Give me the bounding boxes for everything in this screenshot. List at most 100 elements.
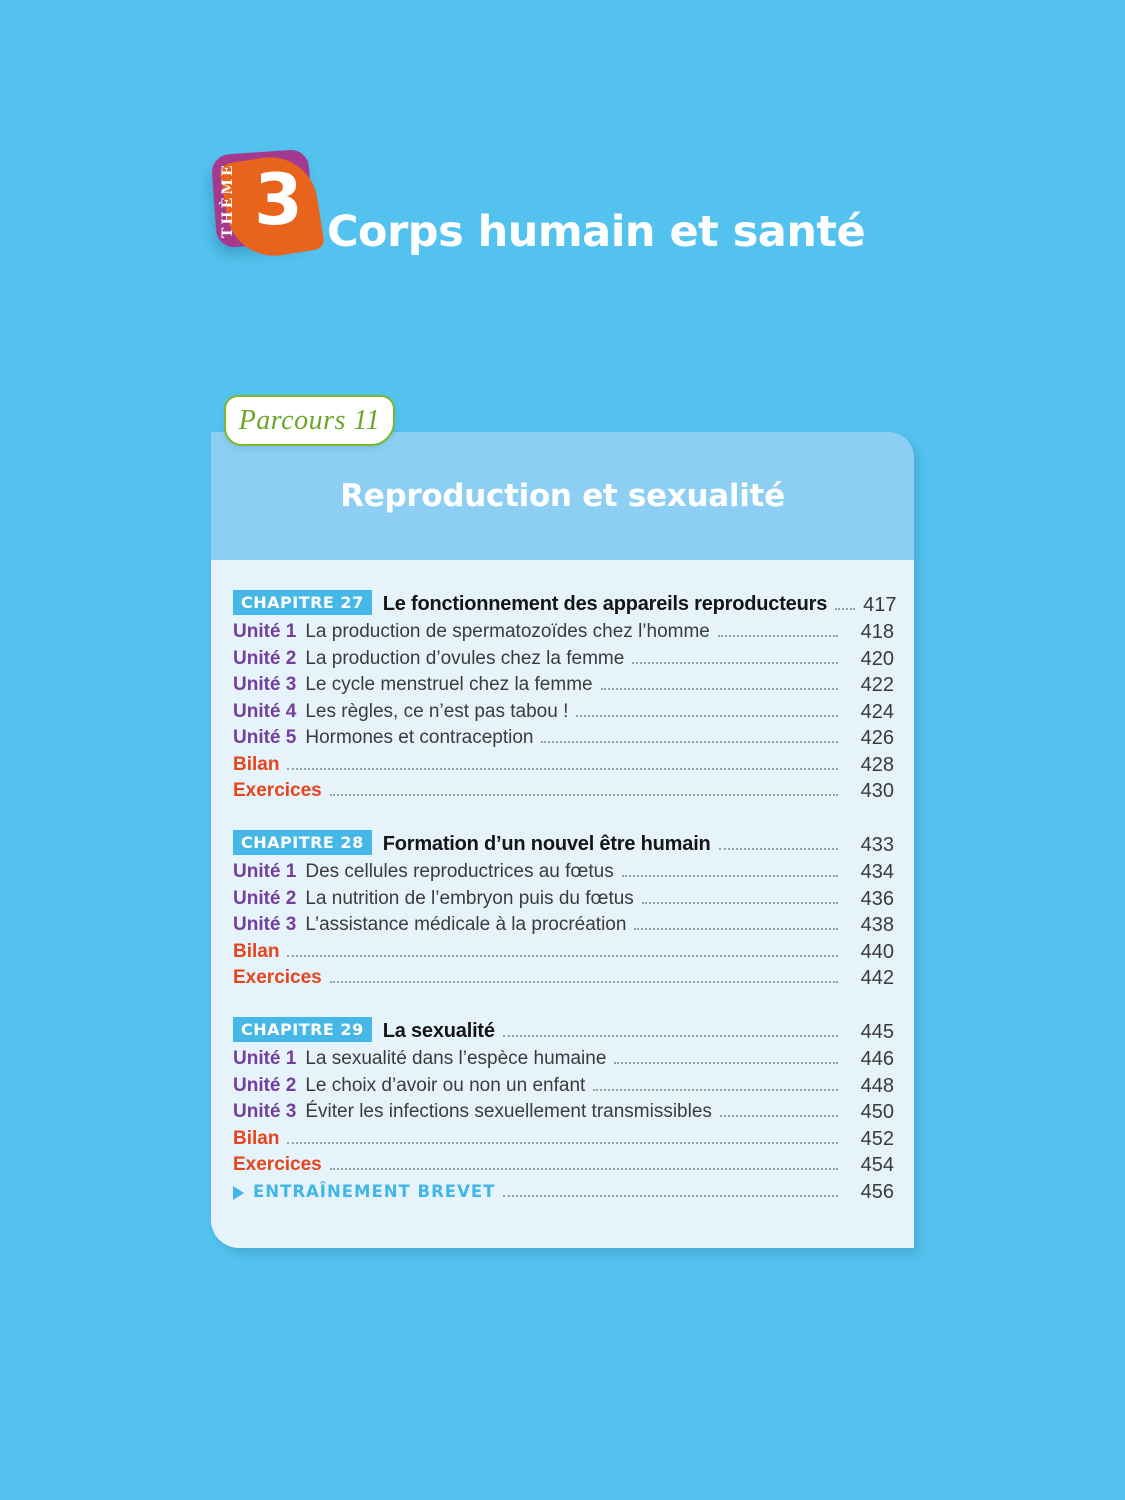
- section-label: Exercices: [233, 1154, 322, 1175]
- toc-card: Reproduction et sexualité CHAPITRE 27 Le …: [211, 432, 914, 1248]
- bilan-exercices-row: Exercices 454: [233, 1154, 894, 1176]
- chapter-heading-row: CHAPITRE 27 Le fonctionnement des apparei…: [233, 590, 897, 616]
- unit-label: Unité 1: [233, 621, 297, 642]
- dotted-leader: [600, 688, 838, 690]
- brevet-row: ENTRAÎNEMENT BREVET 456: [233, 1182, 894, 1202]
- dotted-leader: [621, 875, 838, 877]
- unit-row: Unité 3 Le cycle menstruel chez la femme 4…: [233, 674, 894, 696]
- toc-body: CHAPITRE 27 Le fonctionnement des apparei…: [211, 560, 914, 1202]
- section-label: Bilan: [233, 753, 280, 775]
- chapter-block: CHAPITRE 28 Formation d’un nouvel être hu…: [233, 830, 894, 988]
- chapter-heading-row: CHAPITRE 29 La sexualité 445: [233, 1017, 894, 1042]
- chapter-title: Formation d’un nouvel être humain: [382, 833, 711, 855]
- page-number: 417: [863, 594, 897, 616]
- triangle-icon: [233, 1185, 244, 1200]
- unit-label: Unité 2: [233, 1074, 297, 1096]
- bilan-exercices-row: Bilan 428: [233, 753, 894, 776]
- chapter-block: CHAPITRE 29 La sexualité 445 Unité 1 La sexu…: [233, 1017, 894, 1202]
- dotted-leader: [502, 1035, 838, 1037]
- page-number: 430: [860, 780, 894, 802]
- dotted-leader: [718, 848, 838, 850]
- page-number: 445: [860, 1021, 894, 1043]
- page-number: 433: [860, 834, 894, 856]
- section-label: Bilan: [233, 940, 280, 962]
- unit-row: Unité 1 La sexualité dans l’espèce humain…: [233, 1048, 894, 1070]
- page-number: 426: [860, 727, 894, 749]
- dotted-leader: [503, 1194, 838, 1197]
- dotted-leader: [614, 1062, 838, 1064]
- unit-label: Unité 3: [233, 674, 297, 695]
- unit-title: La production d’ovules chez la femme: [305, 647, 625, 669]
- dotted-leader: [634, 928, 838, 930]
- chapter-title: La sexualité: [382, 1020, 495, 1042]
- unit-label: Unité 1: [233, 1048, 297, 1069]
- page-number: 424: [860, 700, 894, 723]
- unit-title: Le cycle menstruel chez la femme: [305, 674, 593, 695]
- page-number: 454: [860, 1154, 894, 1176]
- unit-title: Le choix d’avoir ou non un enfant: [305, 1074, 586, 1096]
- bilan-exercices-row: Bilan 440: [233, 940, 894, 963]
- page-number: 442: [860, 967, 894, 989]
- page-number: 452: [860, 1127, 894, 1150]
- page-number: 420: [860, 647, 894, 670]
- dotted-leader: [717, 635, 838, 637]
- unit-label: Unité 2: [233, 887, 297, 909]
- page-number: 428: [860, 753, 894, 776]
- theme-label: THÈME: [220, 162, 236, 238]
- chapter-title: Le fonctionnement des appareils reproduc…: [382, 593, 828, 615]
- unit-title: Des cellules reproductrices au fœtus: [305, 861, 614, 882]
- page-number: 434: [860, 861, 894, 883]
- unit-title: L’assistance médicale à la procréation: [305, 914, 627, 935]
- page-number: 440: [860, 940, 894, 963]
- chapter-badge: CHAPITRE 29: [233, 1017, 372, 1042]
- dotted-leader: [541, 741, 838, 743]
- dotted-leader: [329, 794, 838, 796]
- unit-title: Les règles, ce n’est pas tabou !: [305, 700, 569, 722]
- page-number: 456: [860, 1180, 894, 1203]
- dotted-leader: [593, 1088, 838, 1091]
- page-number: 448: [860, 1074, 894, 1097]
- unit-row: Unité 3 Éviter les infections sexuellemen…: [233, 1101, 894, 1123]
- page-number: 438: [860, 914, 894, 936]
- parcours-label: Parcours 11: [238, 404, 381, 436]
- unit-row: Unité 5 Hormones et contraception 426: [233, 727, 894, 749]
- unit-label: Unité 5: [233, 727, 297, 748]
- brevet-label: ENTRAÎNEMENT BREVET: [253, 1181, 496, 1201]
- unit-row: Unité 2 Le choix d’avoir ou non un enfant…: [233, 1074, 894, 1097]
- toc-card-header: Reproduction et sexualité: [211, 432, 914, 560]
- page-number: 422: [860, 674, 894, 696]
- dotted-leader: [835, 608, 856, 610]
- page-number: 436: [860, 887, 894, 910]
- unit-title: La nutrition de l’embryon puis du fœtus: [305, 887, 634, 909]
- page-number: 450: [860, 1101, 894, 1123]
- chapter-heading-row: CHAPITRE 28 Formation d’un nouvel être hu…: [233, 830, 894, 855]
- theme-number: 3: [254, 159, 303, 241]
- dotted-leader: [576, 714, 838, 717]
- parcours-tab: Parcours 11: [224, 395, 395, 446]
- bilan-exercices-row: Bilan 452: [233, 1127, 894, 1150]
- dotted-leader: [329, 981, 838, 983]
- bilan-exercices-row: Exercices 442: [233, 967, 894, 989]
- dotted-leader: [329, 1168, 838, 1170]
- unit-row: Unité 1 La production de spermatozoïdes c…: [233, 621, 894, 643]
- dotted-leader: [632, 661, 838, 664]
- unit-label: Unité 4: [233, 700, 297, 722]
- unit-label: Unité 2: [233, 647, 297, 669]
- page-title: Corps humain et santé: [327, 207, 866, 257]
- unit-title: La production de spermatozoïdes chez l’h…: [305, 621, 710, 642]
- unit-row: Unité 4 Les règles, ce n’est pas tabou ! 4…: [233, 700, 894, 723]
- unit-row: Unité 3 L’assistance médicale à la procré…: [233, 914, 894, 936]
- unit-title: Hormones et contraception: [305, 727, 534, 748]
- unit-row: Unité 2 La nutrition de l’embryon puis du…: [233, 887, 894, 910]
- section-label: Exercices: [233, 780, 322, 801]
- dotted-leader: [719, 1115, 838, 1117]
- page-number: 446: [860, 1048, 894, 1070]
- section-label: Bilan: [233, 1127, 280, 1149]
- section-label: Exercices: [233, 967, 322, 988]
- page-number: 418: [860, 621, 894, 643]
- chapter-block: CHAPITRE 27 Le fonctionnement des apparei…: [233, 590, 897, 802]
- unit-label: Unité 3: [233, 914, 297, 935]
- chapter-badge: CHAPITRE 27: [233, 590, 372, 615]
- unit-row: Unité 1 Des cellules reproductrices au fœ…: [233, 861, 894, 883]
- unit-title: La sexualité dans l’espèce humaine: [305, 1048, 607, 1069]
